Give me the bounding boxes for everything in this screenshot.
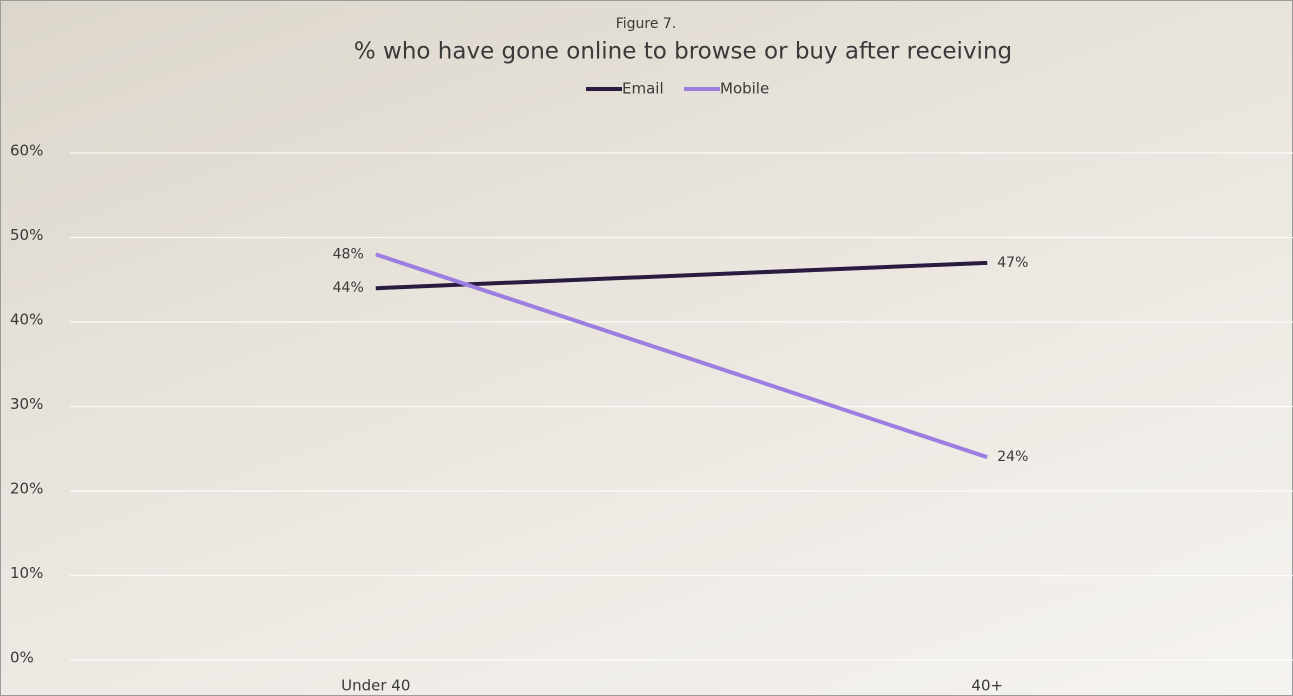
line-series xyxy=(375,260,988,291)
y-tick-label: 30% xyxy=(10,395,43,413)
chart-title: % who have gone online to browse or buy … xyxy=(354,39,1012,65)
legend-label: Email xyxy=(622,80,664,98)
x-tick-label: 40+ xyxy=(971,677,1003,695)
legend-label: Mobile xyxy=(720,80,769,98)
y-tick-label: 50% xyxy=(10,226,43,244)
y-tick-label: 60% xyxy=(10,142,43,160)
data-label: 48% xyxy=(333,246,364,262)
y-tick-label: 20% xyxy=(10,480,43,498)
chart-subtitle: Figure 7. xyxy=(616,16,677,32)
data-label: 24% xyxy=(997,449,1028,465)
data-label: 47% xyxy=(997,255,1028,271)
y-tick-label: 0% xyxy=(10,649,34,667)
x-tick-label: Under 40 xyxy=(341,677,410,695)
y-tick-label: 40% xyxy=(10,311,43,329)
data-label: 44% xyxy=(333,280,364,296)
y-tick-label: 10% xyxy=(10,564,43,582)
line-series xyxy=(375,252,988,460)
